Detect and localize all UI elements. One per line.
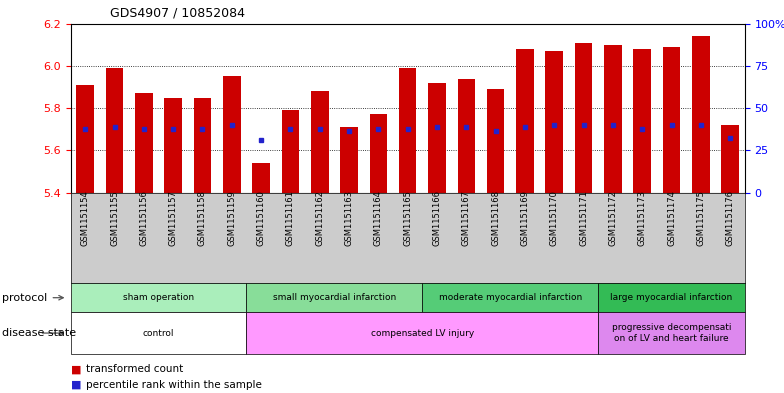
Bar [106, 68, 123, 193]
Bar [487, 89, 504, 193]
Text: moderate myocardial infarction: moderate myocardial infarction [439, 293, 582, 302]
Bar [223, 76, 241, 193]
Text: disease state: disease state [2, 328, 77, 338]
Bar [165, 97, 182, 193]
Bar [692, 36, 710, 193]
Bar [428, 83, 446, 193]
Text: small myocardial infarction: small myocardial infarction [273, 293, 396, 302]
Text: large myocardial infarction: large myocardial infarction [611, 293, 732, 302]
Text: ■: ■ [71, 364, 81, 375]
Bar [281, 110, 299, 193]
Bar [399, 68, 416, 193]
Bar [369, 114, 387, 193]
Bar [135, 93, 153, 193]
Bar [458, 79, 475, 193]
Text: ■: ■ [71, 380, 81, 390]
Text: transformed count: transformed count [86, 364, 183, 375]
Bar [340, 127, 358, 193]
Bar [546, 51, 563, 193]
Bar [516, 49, 534, 193]
Text: percentile rank within the sample: percentile rank within the sample [86, 380, 262, 390]
Text: compensated LV injury: compensated LV injury [371, 329, 474, 338]
Bar [633, 49, 651, 193]
Bar [194, 97, 211, 193]
Bar [721, 125, 739, 193]
Bar [604, 45, 622, 193]
Bar [76, 85, 94, 193]
Text: protocol: protocol [2, 293, 64, 303]
Bar [575, 42, 593, 193]
Bar [252, 163, 270, 193]
Text: progressive decompensati
on of LV and heart failure: progressive decompensati on of LV and he… [612, 323, 731, 343]
Bar [311, 91, 328, 193]
Text: GDS4907 / 10852084: GDS4907 / 10852084 [110, 7, 245, 20]
Text: control: control [143, 329, 174, 338]
Text: sham operation: sham operation [123, 293, 194, 302]
Bar [662, 47, 681, 193]
